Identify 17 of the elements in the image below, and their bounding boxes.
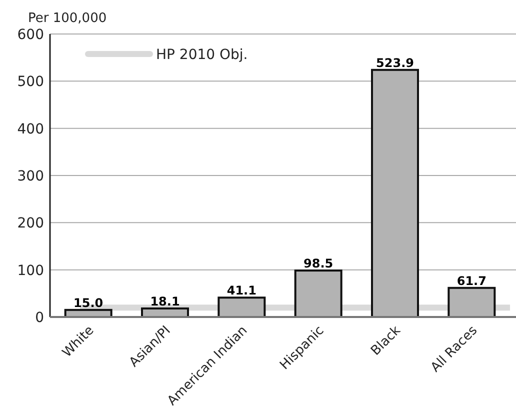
y-tick-label: 300 [17, 168, 44, 184]
y-tick-label: 500 [17, 74, 44, 90]
y-tick-label: 0 [35, 310, 44, 326]
bar [218, 296, 266, 318]
legend-label: HP 2010 Obj. [156, 47, 248, 63]
data-label: 523.9 [376, 56, 414, 70]
y-tick-label: 200 [17, 216, 44, 232]
data-label: 18.1 [150, 294, 180, 308]
bar [448, 286, 496, 318]
data-label: 61.7 [456, 274, 486, 288]
y-axis-title: Per 100,000 [28, 11, 107, 26]
y-tick-label: 600 [17, 27, 44, 43]
data-label: 98.5 [304, 256, 334, 271]
data-label: 41.1 [226, 284, 256, 298]
data-label: 15.0 [74, 296, 104, 310]
y-tick-label: 400 [17, 121, 44, 138]
y-tick-label: 100 [17, 262, 44, 279]
